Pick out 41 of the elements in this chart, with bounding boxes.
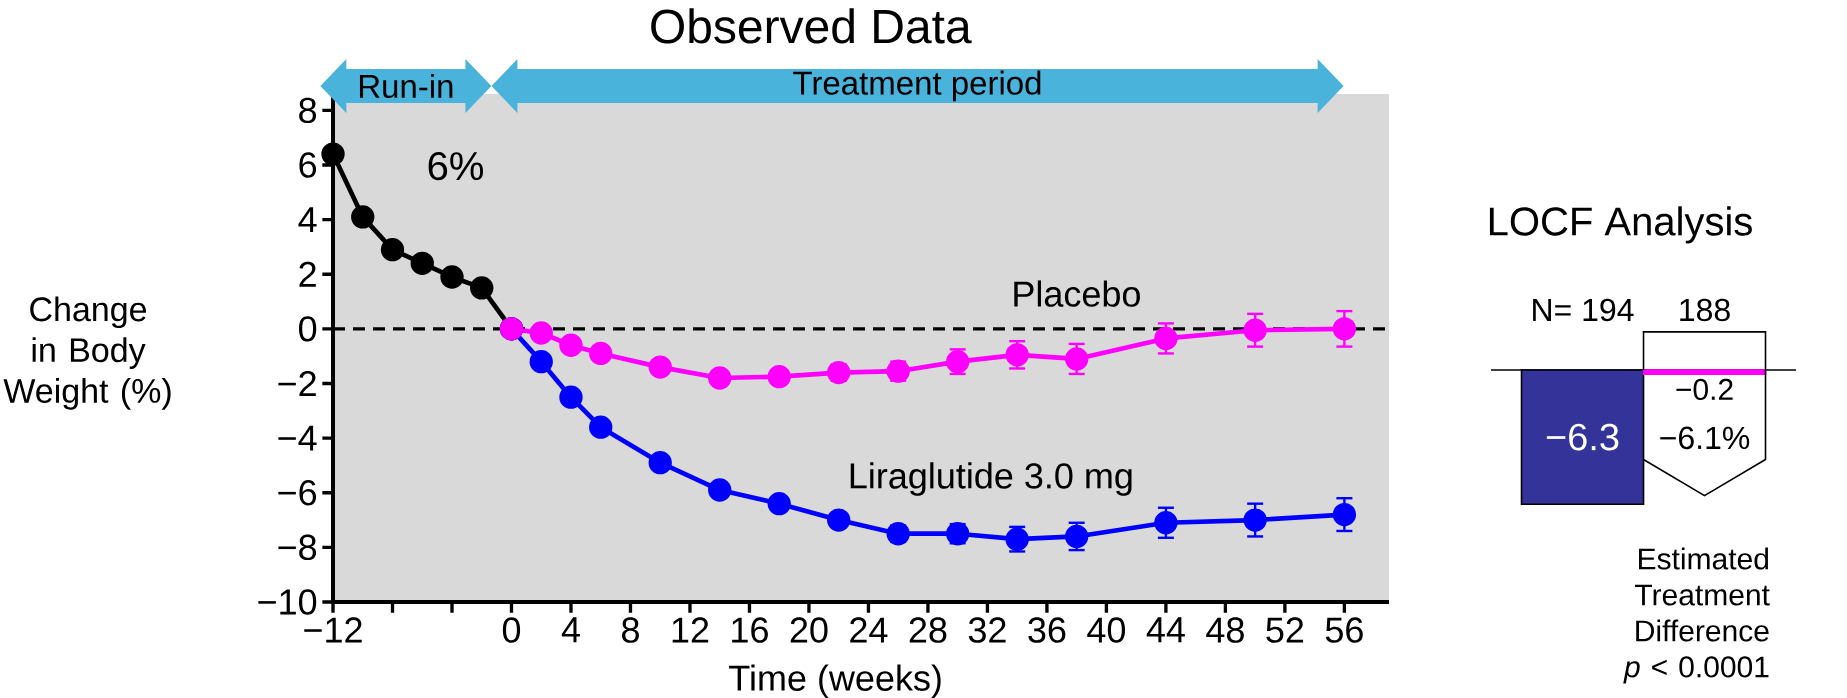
annotation: Run-in (359, 73, 453, 99)
annotation: 6% (428, 151, 483, 181)
series-label: Placebo (1014, 280, 1140, 307)
annotation: Treatment period (793, 70, 1041, 102)
x-tick-label: 20 (790, 617, 828, 643)
y-tick-label: −2 (278, 370, 316, 397)
data-label: −6.3 (1546, 423, 1619, 451)
x-tick-label: −12 (304, 617, 362, 643)
x-tick-label: 12 (672, 617, 709, 643)
x-tick-label: 44 (1146, 617, 1185, 643)
data-label: −0.2 (1676, 378, 1733, 401)
x-tick-label: N= 194 (1533, 298, 1634, 322)
x-tick-label: 36 (1028, 617, 1066, 643)
x-tick-label: 56 (1325, 617, 1363, 643)
y-tick-label: 0 (299, 316, 317, 342)
x-tick-label: 40 (1087, 617, 1126, 643)
y-tick-label: 6 (299, 152, 317, 178)
y-tick-label: 8 (299, 97, 317, 124)
y-tick-label: −8 (278, 534, 317, 561)
y-tick-label: −4 (278, 425, 317, 451)
y-axis-title: Change in Body Weight (%) (3, 296, 171, 410)
x-axis-title: Time (weeks) (729, 664, 941, 698)
x-tick-label: 24 (850, 617, 888, 643)
x-tick-label: 28 (909, 617, 947, 643)
y-tick-label: 4 (298, 207, 317, 232)
x-tick-label: 8 (622, 617, 639, 643)
annotation: −6.1% (1660, 426, 1750, 450)
y-tick-label: −10 (258, 589, 317, 615)
y-tick-label: 2 (299, 261, 316, 287)
x-tick-label: 4 (561, 617, 580, 643)
x-tick-label: 188 (1680, 298, 1730, 322)
y-tick-label: −6 (278, 480, 317, 506)
x-tick-label: 52 (1266, 617, 1304, 643)
chart-title: LOCF Analysis (1489, 206, 1752, 244)
text: Estimated Treatment Difference p < 0.0001 (1623, 547, 1770, 684)
x-tick-label: 16 (732, 617, 768, 643)
chart-title: Observed Data (651, 8, 972, 44)
x-tick-label: 0 (502, 617, 521, 643)
series-label: Liraglutide 3.0 mg (850, 462, 1132, 496)
x-tick-label: 32 (968, 617, 1006, 643)
x-tick-label: 48 (1206, 617, 1244, 643)
